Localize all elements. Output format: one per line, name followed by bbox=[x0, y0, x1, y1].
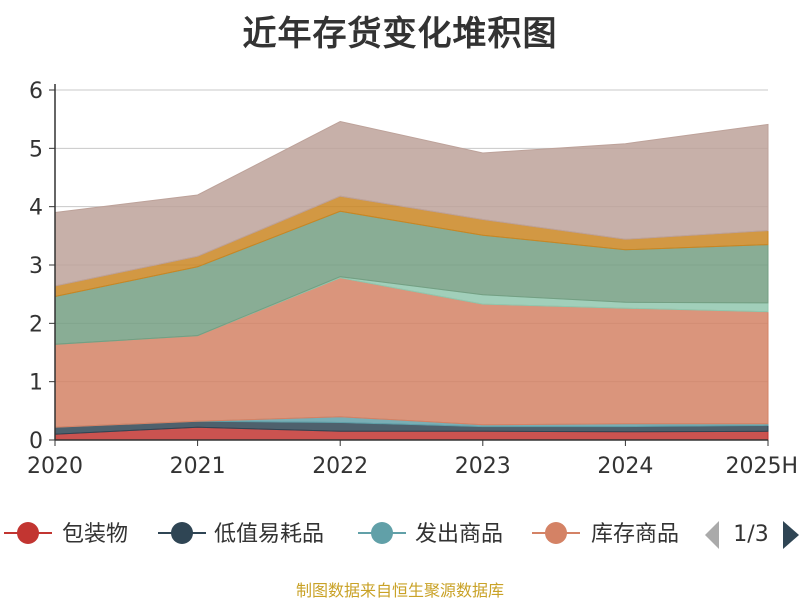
x-tick-label: 2021 bbox=[170, 454, 226, 479]
legend-item-2[interactable]: 发出商品 bbox=[358, 522, 503, 547]
area-series-7[interactable] bbox=[54, 120, 769, 287]
x-tick-label: 2024 bbox=[597, 454, 653, 479]
legend-marker bbox=[171, 522, 193, 544]
legend-item-0[interactable]: 包装物 bbox=[4, 522, 128, 547]
legend-label: 库存商品 bbox=[591, 522, 679, 547]
legend-label: 低值易耗品 bbox=[214, 522, 324, 547]
legend-item-1[interactable]: 低值易耗品 bbox=[158, 522, 324, 547]
x-tick-label: 2022 bbox=[312, 454, 368, 479]
data-source-note: 制图数据来自恒生聚源数据库 bbox=[295, 581, 504, 600]
x-tick-label: 2023 bbox=[455, 454, 511, 479]
axes: 0 1 2 3 4 5 6 2020 2021 2022 2023 2024 2025H bbox=[27, 79, 798, 479]
legend-prev-icon[interactable] bbox=[705, 521, 719, 549]
legend-marker bbox=[545, 522, 567, 544]
legend-item-3[interactable]: 库存商品 bbox=[532, 522, 679, 547]
legend-marker bbox=[371, 522, 393, 544]
y-tick-label: 6 bbox=[29, 79, 43, 104]
y-tick-label: 3 bbox=[29, 254, 43, 279]
y-tick-label: 1 bbox=[29, 371, 43, 396]
legend-next-icon[interactable] bbox=[783, 521, 799, 549]
x-tick-label: 2020 bbox=[27, 454, 83, 479]
legend-page-indicator: 1/3 bbox=[733, 522, 768, 547]
y-tick-label: 0 bbox=[29, 429, 43, 454]
legend-marker bbox=[17, 522, 39, 544]
legend-label: 发出商品 bbox=[415, 522, 503, 547]
legend-pager[interactable]: 1/3 bbox=[705, 521, 799, 549]
legend-label: 包装物 bbox=[62, 522, 128, 547]
y-tick-label: 4 bbox=[29, 196, 43, 221]
y-tick-label: 2 bbox=[29, 312, 43, 337]
x-tick-label: 2025H bbox=[725, 454, 798, 479]
legend[interactable]: 包装物 低值易耗品 发出商品 库存商品 bbox=[4, 522, 679, 547]
area-series[interactable] bbox=[54, 120, 769, 441]
y-tick-label: 5 bbox=[29, 137, 43, 162]
chart-title: 近年存货变化堆积图 bbox=[242, 14, 558, 54]
